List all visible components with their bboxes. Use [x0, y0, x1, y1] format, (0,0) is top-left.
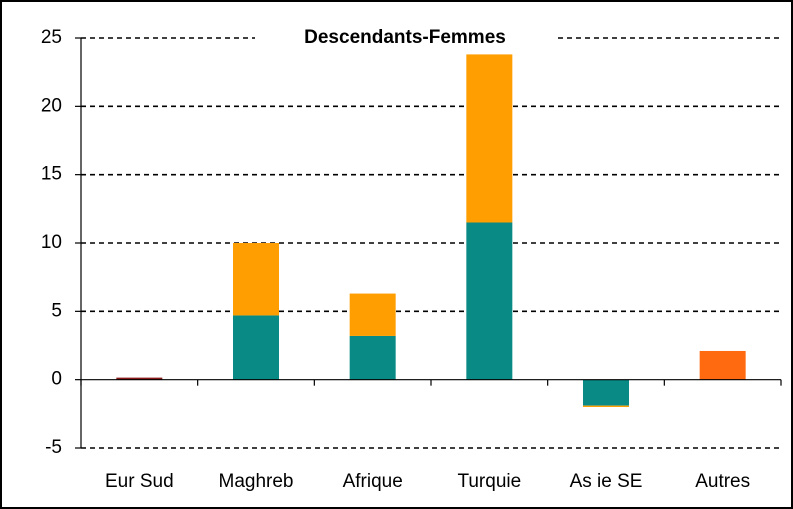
x-tick-label: Afrique	[343, 471, 403, 492]
bar-segment	[583, 405, 629, 407]
title-bg	[255, 26, 555, 50]
bar-segment	[233, 243, 279, 316]
x-tick-label: Eur Sud	[105, 471, 174, 492]
bar-segment	[466, 54, 513, 223]
y-tick-label: -5	[45, 437, 62, 458]
y-tick-label: 20	[41, 95, 62, 116]
bar-segment	[699, 350, 746, 380]
bar-segment	[583, 379, 629, 406]
bar-segment	[349, 293, 396, 336]
y-tick-label: 25	[41, 27, 62, 48]
x-tick-label: Autres	[695, 471, 750, 492]
bar-segment	[466, 222, 513, 380]
chart-title: Descendants-Femmes	[304, 27, 506, 48]
x-tick-label: Turquie	[457, 471, 521, 492]
x-tick-label: As ie SE	[570, 471, 643, 492]
bar-segment	[233, 315, 279, 380]
x-tick-label: Maghreb	[219, 471, 294, 492]
y-tick-label: 0	[51, 369, 62, 390]
y-tick-label: 10	[41, 232, 62, 253]
bar-segment	[116, 377, 163, 380]
y-tick-label: 15	[41, 164, 62, 185]
y-tick-label: 5	[51, 300, 62, 321]
bar-segment	[349, 335, 396, 380]
